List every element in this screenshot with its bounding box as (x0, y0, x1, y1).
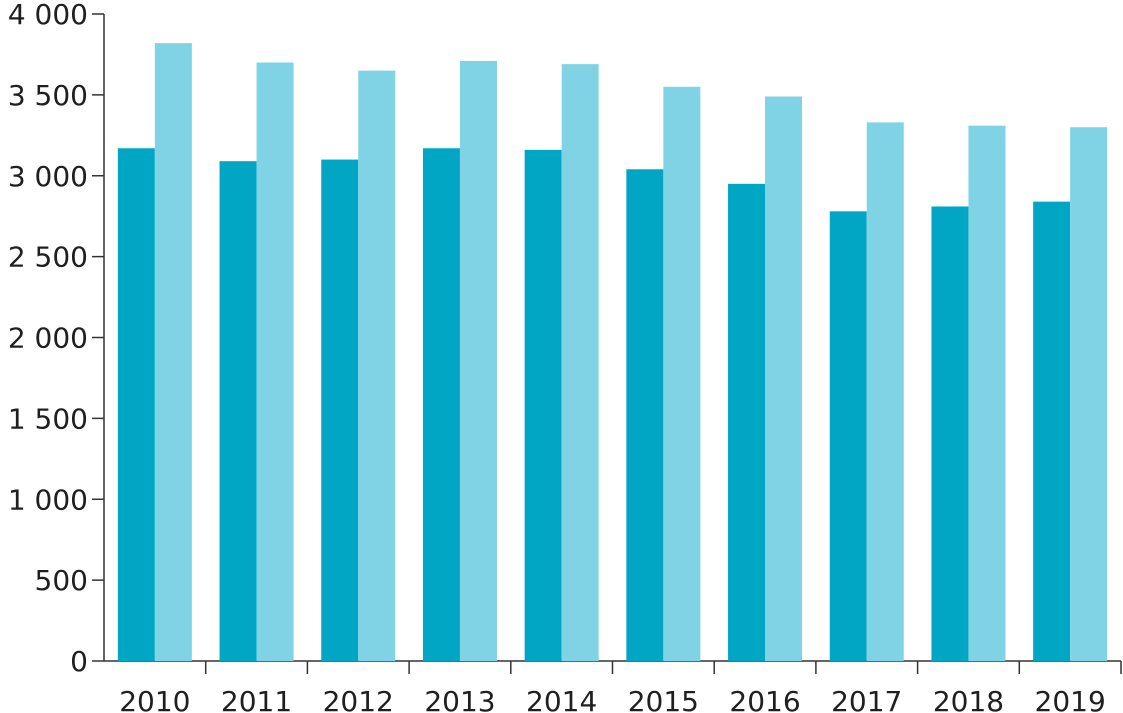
x-tick-label: 2014 (526, 685, 597, 713)
chart-bars (117, 43, 1108, 662)
bar-series-1-2013 (422, 148, 460, 661)
bar-series-1-2012 (321, 159, 359, 661)
x-tick-label: 2019 (1035, 685, 1106, 713)
x-tick-label: 2011 (221, 685, 292, 713)
x-tick-label: 2010 (119, 685, 190, 713)
bar-series-2-2010 (154, 43, 192, 662)
bar-series-1-2016 (728, 183, 766, 661)
bar-series-1-2015 (626, 169, 664, 661)
y-tick-label: 3 000 (8, 160, 88, 193)
bar-series-1-2019 (1033, 201, 1071, 661)
y-tick-label: 1 500 (8, 402, 88, 435)
bar-series-2-2011 (256, 62, 294, 661)
x-tick-label: 2015 (628, 685, 699, 713)
bar-series-2-2019 (1070, 127, 1108, 662)
bar-series-2-2013 (459, 60, 497, 662)
x-axis-labels: 2010 2011 2012 2013 2014 2015 2016 2017 2018 2019 (119, 685, 1106, 713)
bar-series-2-2018 (968, 125, 1006, 662)
x-tick-label: 2012 (323, 685, 394, 713)
y-tick-label: 2 500 (8, 241, 88, 274)
bar-series-1-2018 (931, 206, 969, 662)
bar-series-1-2010 (117, 148, 155, 661)
bar-series-1-2011 (219, 161, 257, 661)
x-tick-label: 2017 (831, 685, 902, 713)
x-tick-label: 2016 (729, 685, 800, 713)
y-tick-label: 1 000 (8, 483, 88, 516)
y-tick-label: 500 (35, 564, 88, 597)
bar-series-2-2014 (561, 64, 599, 661)
bar-series-2-2012 (358, 70, 396, 662)
bar-series-2-2016 (765, 96, 803, 662)
bar-series-1-2014 (524, 149, 562, 661)
x-tick-label: 2013 (424, 685, 495, 713)
y-tick-label: 0 (70, 645, 88, 678)
bar-series-2-2017 (866, 122, 904, 661)
y-tick-label: 2 000 (8, 322, 88, 355)
bar-series-1-2017 (829, 211, 867, 661)
y-tick-label: 3 500 (8, 79, 88, 112)
x-tick-label: 2018 (933, 685, 1004, 713)
y-tick-label: 4 000 (8, 0, 88, 31)
bar-series-2-2015 (663, 86, 701, 662)
y-axis-labels: 0 500 1 000 1 500 2 000 2 500 3 000 3 500 4 000 (8, 0, 88, 678)
